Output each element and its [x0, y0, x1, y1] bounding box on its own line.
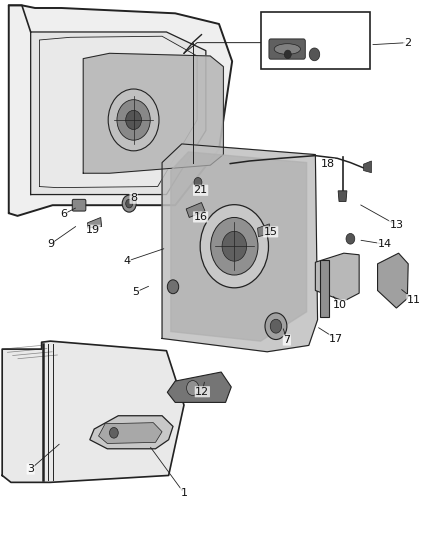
Polygon shape [99, 423, 162, 443]
Text: 1: 1 [180, 488, 187, 498]
Polygon shape [258, 224, 271, 237]
Circle shape [270, 319, 282, 333]
Polygon shape [364, 161, 371, 173]
Text: 2: 2 [404, 38, 411, 47]
Circle shape [211, 217, 258, 275]
Bar [320, 260, 329, 317]
Polygon shape [39, 36, 197, 188]
Circle shape [309, 48, 320, 61]
Text: 7: 7 [283, 335, 290, 345]
Circle shape [187, 381, 199, 395]
Circle shape [222, 231, 247, 261]
Text: 5: 5 [132, 287, 139, 297]
Polygon shape [171, 152, 307, 341]
Polygon shape [378, 253, 408, 308]
Polygon shape [162, 144, 318, 352]
Circle shape [117, 100, 150, 140]
Polygon shape [338, 191, 347, 201]
Text: 14: 14 [378, 239, 392, 249]
Polygon shape [9, 5, 232, 216]
Circle shape [200, 205, 268, 288]
Polygon shape [90, 416, 173, 449]
Text: 13: 13 [389, 220, 403, 230]
Text: 19: 19 [86, 225, 100, 235]
Text: 11: 11 [407, 295, 421, 304]
Circle shape [284, 50, 291, 59]
FancyBboxPatch shape [269, 39, 305, 59]
Circle shape [194, 177, 202, 187]
Text: 4: 4 [124, 256, 131, 266]
Bar [261, 12, 370, 69]
Circle shape [122, 195, 136, 212]
Polygon shape [83, 53, 223, 173]
Text: 6: 6 [60, 209, 67, 219]
Polygon shape [31, 32, 206, 195]
Text: 8: 8 [130, 193, 137, 203]
Circle shape [346, 233, 355, 244]
Text: 18: 18 [321, 159, 335, 169]
Polygon shape [315, 253, 359, 301]
Polygon shape [186, 203, 205, 217]
Text: 17: 17 [329, 334, 343, 344]
Text: 16: 16 [194, 212, 208, 222]
Circle shape [108, 89, 159, 151]
Text: 21: 21 [194, 185, 208, 195]
Polygon shape [2, 341, 184, 482]
Text: 10: 10 [332, 300, 346, 310]
Circle shape [167, 280, 179, 294]
FancyBboxPatch shape [72, 199, 86, 211]
Text: 9: 9 [47, 239, 54, 249]
Polygon shape [88, 217, 102, 228]
Circle shape [126, 199, 133, 208]
Circle shape [126, 110, 141, 130]
Text: 12: 12 [195, 387, 209, 397]
Ellipse shape [274, 44, 300, 54]
Text: 15: 15 [264, 227, 278, 237]
Polygon shape [167, 372, 231, 402]
Text: 3: 3 [27, 464, 34, 474]
Circle shape [110, 427, 118, 438]
Circle shape [265, 313, 287, 340]
